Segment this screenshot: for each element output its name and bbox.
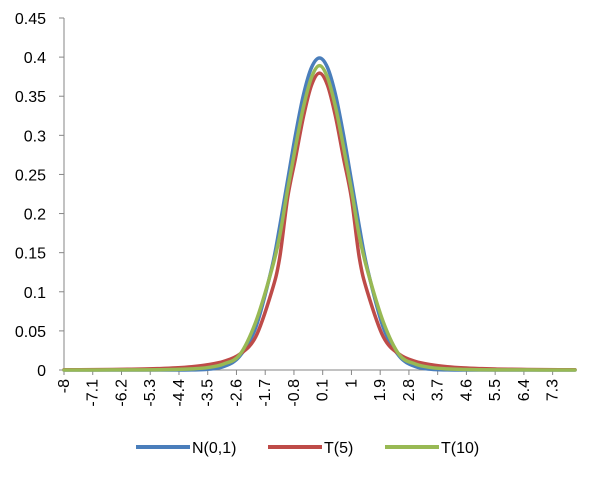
legend-label: N(0,1) (192, 440, 236, 457)
legend-label: T(5) (324, 440, 353, 457)
y-tick-label: 0.1 (24, 285, 46, 302)
x-tick-label: 6.4 (516, 379, 533, 401)
series-lines (62, 56, 577, 372)
x-tick-label: 3.7 (430, 379, 447, 401)
x-tick-label: 5.5 (487, 379, 504, 401)
x-tick-label: 2.8 (401, 379, 418, 401)
x-tick-label: 4.6 (458, 379, 475, 401)
x-tick-label: -7.1 (85, 379, 102, 407)
x-tick-label: -5.3 (142, 379, 159, 407)
x-tick-label: -8 (56, 379, 73, 393)
series-line-n-0-1 (62, 56, 577, 372)
y-tick-label: 0.4 (24, 50, 46, 67)
x-tick-label: 1 (343, 379, 360, 388)
y-tick-label: 0.45 (15, 11, 46, 28)
y-tick-label: 0.3 (24, 128, 46, 145)
x-tick-label: -0.8 (286, 379, 303, 407)
x-tick-label: 7.3 (545, 379, 562, 401)
series-line-t-10 (62, 63, 577, 372)
x-tick-label: -1.7 (257, 379, 274, 407)
y-tick-label: 0.15 (15, 246, 46, 263)
x-tick-label: 0.1 (315, 379, 332, 401)
x-tick-label: -6.2 (113, 379, 130, 407)
legend: N(0,1) T(5) T(10) (136, 440, 479, 457)
y-tick-label: 0.2 (24, 207, 46, 224)
x-tick-label: -3.5 (200, 379, 217, 407)
y-tick-label: 0.25 (15, 167, 46, 184)
y-tick-label: 0 (37, 363, 46, 380)
x-axis: -8 -7.1 -6.2 -5.3 -4.4 -3.5 -2.6 -1.7 -0.8 0.1 1 1.… (56, 369, 575, 407)
legend-label: T(10) (441, 440, 479, 457)
x-tick-label: -2.6 (228, 379, 245, 407)
x-tick-label: 1.9 (372, 379, 389, 401)
y-axis: 0 0.05 0.1 0.15 0.2 0.25 0.3 0.35 0.4 0.45 (15, 11, 65, 380)
y-tick-label: 0.05 (15, 324, 46, 341)
y-tick-label: 0.35 (15, 89, 46, 106)
x-tick-label: -4.4 (171, 379, 188, 407)
series-line-t-5 (62, 71, 577, 372)
